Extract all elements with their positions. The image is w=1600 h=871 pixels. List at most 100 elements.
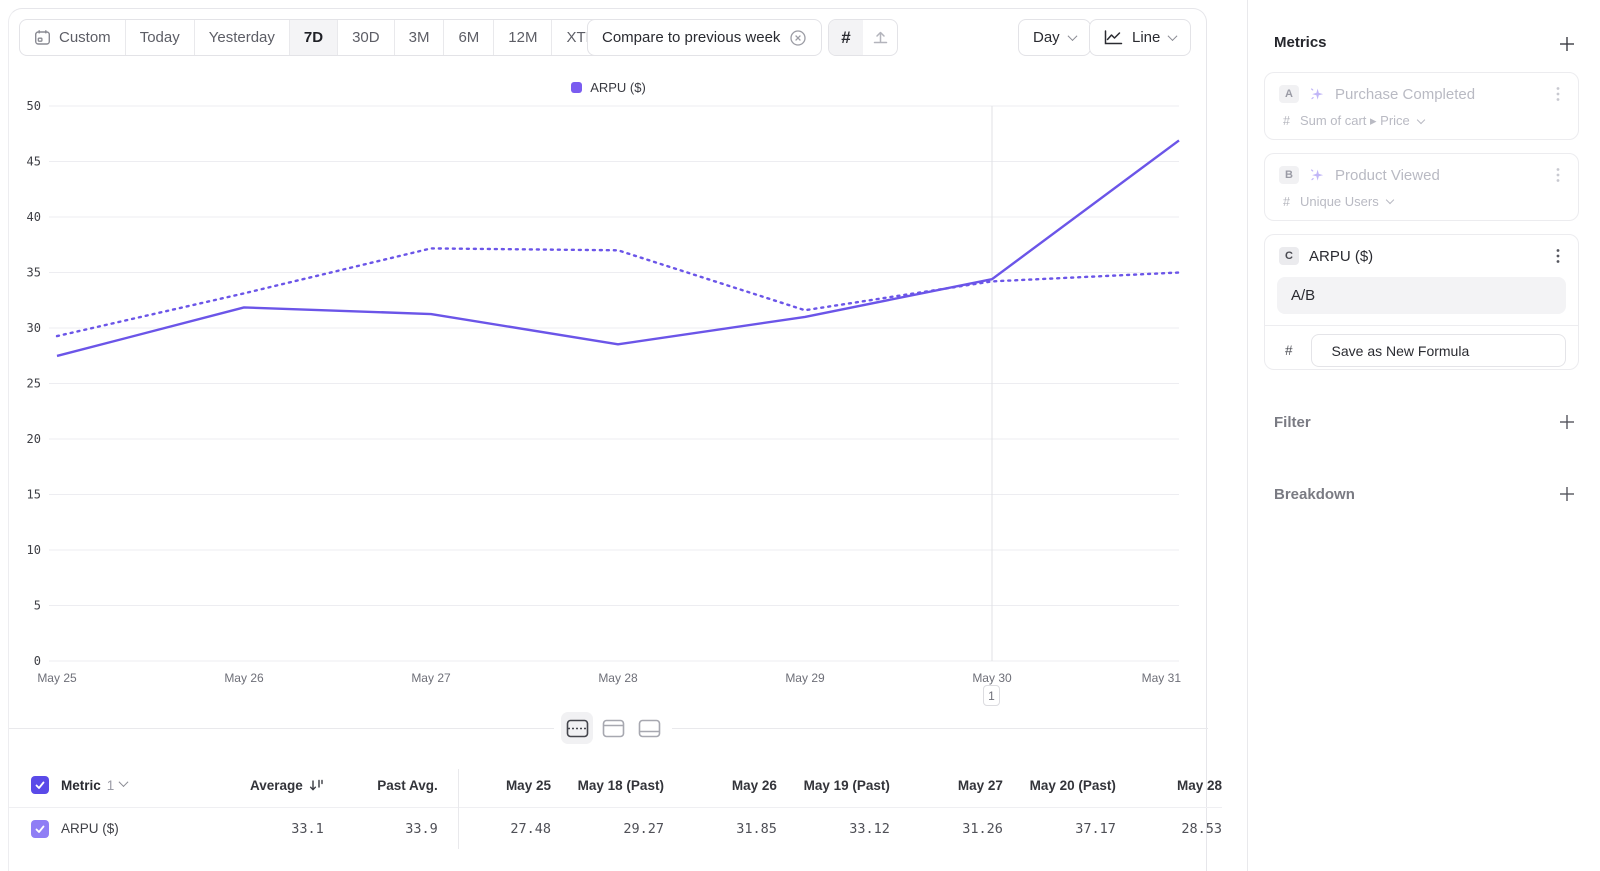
measure-selector[interactable]: Unique Users: [1300, 194, 1394, 209]
kebab-menu-icon[interactable]: [1550, 248, 1566, 264]
date-range-12m[interactable]: 12M: [493, 20, 551, 55]
column-header-average[interactable]: Average: [235, 778, 323, 793]
metric-letter-badge: B: [1279, 166, 1299, 184]
row-checkbox[interactable]: [31, 819, 49, 838]
svg-text:May 31: May 31: [1142, 671, 1182, 685]
granularity-dropdown[interactable]: Day: [1018, 19, 1091, 56]
svg-text:May 29: May 29: [785, 671, 825, 685]
chart-display-toggles: #: [828, 19, 898, 56]
breakdown-section-title: Breakdown: [1274, 485, 1355, 503]
filter-section: Filter: [1274, 408, 1576, 436]
svg-text:0: 0: [34, 654, 41, 668]
metric-letter-badge: C: [1279, 247, 1299, 265]
metric-card-b[interactable]: B Product Viewed # Unique Users: [1264, 153, 1579, 221]
svg-text:15: 15: [27, 488, 41, 502]
kebab-menu-icon[interactable]: [1550, 86, 1566, 102]
date-range-yesterday[interactable]: Yesterday: [193, 20, 289, 55]
svg-text:45: 45: [27, 155, 41, 169]
event-sparkle-icon: [1310, 88, 1324, 100]
formula-input[interactable]: A/B: [1277, 277, 1566, 314]
date-range-30d[interactable]: 30D: [337, 20, 394, 55]
chevron-down-icon: [1416, 115, 1426, 124]
date-range-custom[interactable]: Custom: [20, 20, 125, 55]
metric-card-c[interactable]: C ARPU ($) A/B # Save as New Formula: [1264, 234, 1579, 370]
measure-hash-icon: #: [1283, 194, 1290, 209]
column-header[interactable]: May 25: [505, 777, 551, 793]
metric-formula-name: ARPU ($): [1309, 247, 1374, 265]
column-header[interactable]: May 19 (Past): [803, 777, 890, 793]
annotation-badge[interactable]: 1: [983, 685, 1000, 706]
column-header-past-avg[interactable]: Past Avg.: [377, 777, 438, 793]
column-header[interactable]: May 27: [957, 777, 1003, 793]
metric-event-name: Purchase Completed: [1335, 85, 1476, 103]
svg-text:35: 35: [27, 266, 41, 280]
legend-swatch: [571, 82, 583, 93]
query-panel: Metrics A Purchase Completed # Sum of ca…: [1247, 0, 1600, 871]
gridlines-toggle[interactable]: #: [829, 20, 863, 55]
date-range-7d[interactable]: 7D: [288, 20, 338, 55]
column-header[interactable]: May 18 (Past): [577, 777, 664, 793]
kebab-menu-icon[interactable]: [1550, 167, 1566, 183]
svg-text:10: 10: [27, 543, 41, 557]
metric-count: 1: [106, 777, 115, 793]
sort-descending-icon[interactable]: [309, 779, 324, 792]
svg-text:50: 50: [27, 99, 41, 113]
metric-card-a[interactable]: A Purchase Completed # Sum of cart ▸ Pri…: [1264, 72, 1579, 140]
svg-text:May 26: May 26: [224, 671, 264, 685]
chart-only-view-button[interactable]: [597, 712, 629, 744]
select-all-checkbox[interactable]: [31, 776, 49, 794]
filter-section-title: Filter: [1274, 413, 1311, 431]
date-range-label: Custom: [59, 29, 111, 46]
cell-value: 29.27: [623, 820, 664, 837]
results-table: Metric 1 Average Past Avg. May 25 May 18…: [9, 763, 1222, 863]
cell-value: 37.17: [1075, 820, 1116, 837]
layout-toggle-group: [554, 712, 672, 744]
card-divider: [1265, 325, 1578, 326]
svg-text:May 30: May 30: [972, 671, 1012, 685]
date-range-segmented-control: Custom Today Yesterday 7D 30D 3M 6M 12M …: [19, 19, 627, 56]
metric-column-header[interactable]: Metric 1: [61, 777, 129, 793]
column-header[interactable]: May 20 (Past): [1029, 777, 1116, 793]
chevron-down-icon: [1067, 31, 1078, 42]
metrics-section-title: Metrics: [1274, 34, 1327, 51]
split-view-button[interactable]: [561, 712, 593, 744]
split-view-icon: [566, 719, 588, 737]
column-header[interactable]: May 28: [1176, 777, 1222, 793]
row-metric-label: ARPU ($): [61, 821, 119, 836]
metric-event-name: Product Viewed: [1335, 166, 1440, 184]
breakdown-section: Breakdown: [1274, 480, 1576, 508]
cell-value: 31.85: [736, 820, 777, 837]
save-as-new-formula-button[interactable]: Save as New Formula: [1310, 334, 1566, 367]
chevron-down-icon: [1167, 31, 1178, 42]
chart-only-view-icon: [602, 719, 624, 737]
svg-text:5: 5: [34, 599, 41, 613]
add-breakdown-icon[interactable]: [1558, 485, 1576, 503]
line-chart-icon: [1104, 30, 1123, 45]
svg-text:40: 40: [27, 210, 41, 224]
table-only-view-icon: [638, 719, 660, 737]
table-only-view-button[interactable]: [633, 712, 665, 744]
cell-value: 31.26: [962, 820, 1003, 837]
date-range-3m[interactable]: 3M: [393, 20, 444, 55]
annotation-marker-icon: [873, 31, 887, 44]
check-icon: [35, 781, 45, 789]
date-range-6m[interactable]: 6M: [443, 20, 493, 55]
compare-chip[interactable]: Compare to previous week: [587, 19, 823, 56]
metric-letter-badge: A: [1279, 85, 1299, 103]
svg-text:May 25: May 25: [37, 671, 77, 685]
table-header-row: Metric 1 Average Past Avg. May 25 May 18…: [9, 763, 1222, 808]
annotations-toggle[interactable]: [863, 20, 897, 55]
toolbar: Custom Today Yesterday 7D 30D 3M 6M 12M …: [9, 9, 1208, 65]
column-header[interactable]: May 26: [731, 777, 777, 793]
add-filter-icon[interactable]: [1558, 413, 1576, 431]
date-range-today[interactable]: Today: [124, 20, 194, 55]
measure-selector[interactable]: Sum of cart ▸ Price: [1300, 113, 1426, 129]
remove-compare-icon[interactable]: [789, 29, 807, 47]
legend-label: ARPU ($): [590, 80, 646, 95]
table-column-divider: [458, 769, 459, 849]
line-chart[interactable]: 0 5 10 15 20 25 30 35 40 45 50 May 25 May 26 May 27 Ma…: [9, 96, 1208, 696]
add-metric-icon[interactable]: [1558, 35, 1576, 53]
calendar-icon: [35, 30, 51, 45]
cell-value: 33.12: [849, 820, 890, 837]
chart-type-dropdown[interactable]: Line: [1089, 19, 1192, 56]
